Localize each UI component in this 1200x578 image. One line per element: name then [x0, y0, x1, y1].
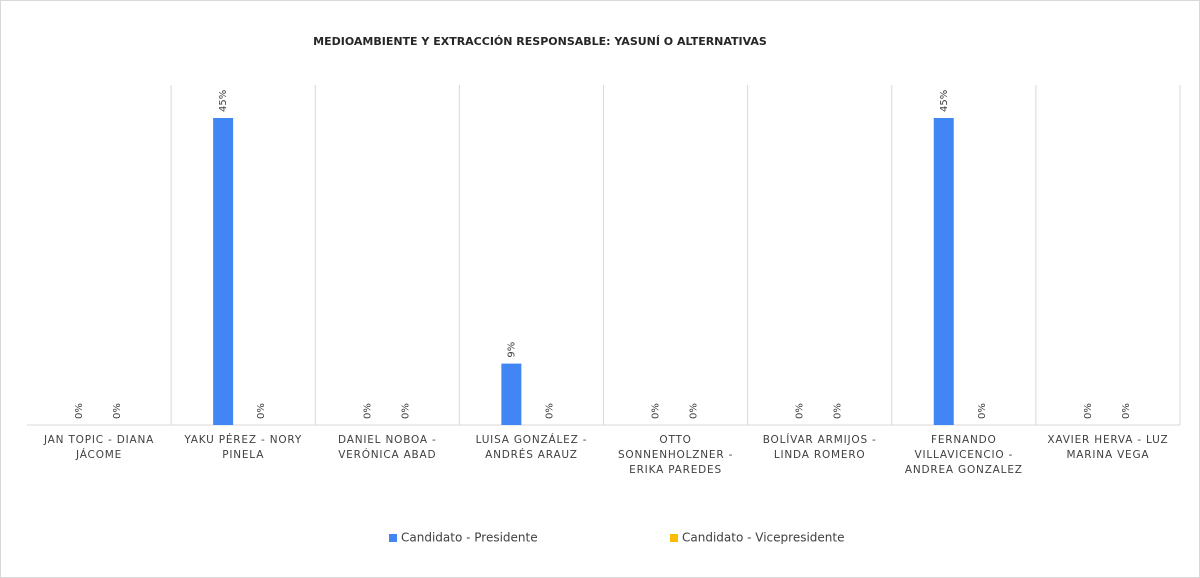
bar [933, 118, 954, 425]
value-label: 0% [795, 403, 806, 419]
value-label: 0% [256, 403, 267, 419]
x-tick-label: YAKU PÉREZ - NORY PINELA [184, 434, 303, 461]
legend-label: Candidato - Vicepresidente [682, 531, 844, 545]
value-label: 0% [362, 403, 373, 419]
x-tick-label: OTTO SONNENHOLZNER - ERIKA PAREDES [617, 434, 734, 476]
x-tick-label: XAVIER HERVA - LUZ MARINA VEGA [1047, 434, 1169, 461]
value-label: 0% [689, 403, 700, 419]
legend-label: Candidato - Presidente [401, 531, 538, 545]
value-label: 0% [1083, 403, 1094, 419]
bar [501, 363, 522, 425]
value-label: 45% [218, 90, 229, 112]
x-tick-label: BOLÍVAR ARMIJOS - LINDA ROMERO [762, 434, 877, 461]
x-tick-label: FERNANDO VILLAVICENCIO - ANDREA GONZALEZ [904, 434, 1023, 476]
value-label: 0% [400, 403, 411, 419]
value-label: 0% [112, 403, 123, 419]
value-label: 0% [74, 403, 85, 419]
value-label: 0% [1121, 403, 1132, 419]
x-tick-label: JAN TOPIC - DIANA JÁCOME [43, 434, 155, 461]
chart-title: MEDIOAMBIENTE Y EXTRACCIÓN RESPONSABLE: … [313, 35, 767, 48]
value-label: 45% [939, 90, 950, 112]
value-label: 9% [506, 342, 517, 358]
legend-swatch [389, 534, 397, 542]
bar [213, 118, 234, 425]
value-label: 0% [544, 403, 555, 419]
x-tick-label: LUISA GONZÁLEZ - ANDRÉS ARAUZ [475, 434, 588, 461]
legend-swatch [670, 534, 678, 542]
value-label: 0% [977, 403, 988, 419]
x-tick-label: DANIEL NOBOA - VERÓNICA ABAD [338, 434, 437, 461]
value-label: 0% [833, 403, 844, 419]
value-label: 0% [651, 403, 662, 419]
